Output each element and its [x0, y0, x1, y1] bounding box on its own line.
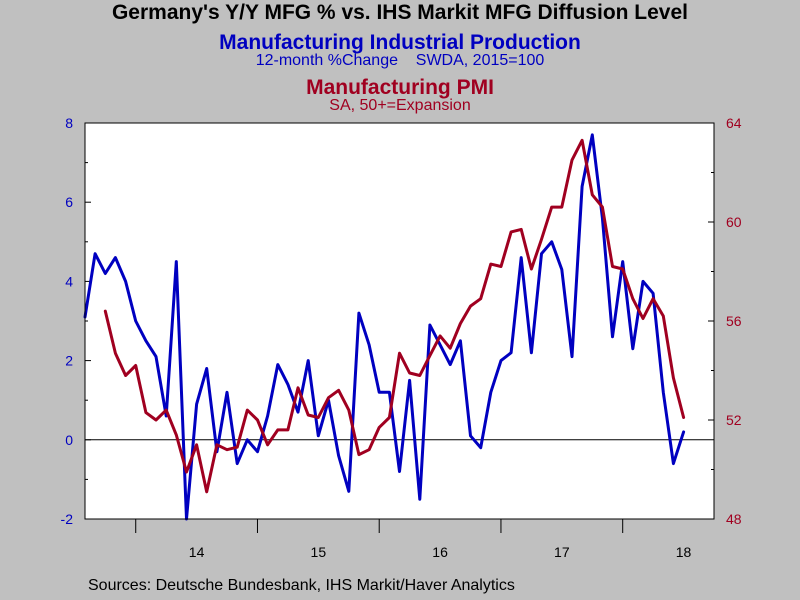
- y-right-tick-label: 64: [726, 115, 742, 131]
- y-left-tick-label: -2: [61, 511, 74, 527]
- y-left-tick-label: 6: [65, 194, 73, 210]
- y-left-tick-label: 2: [65, 353, 73, 369]
- y-left-tick-label: 0: [65, 432, 73, 448]
- series-line-2: [103, 138, 686, 494]
- chart-title: Germany's Y/Y MFG % vs. IHS Markit MFG D…: [111, 1, 689, 24]
- plot-border: [84, 122, 715, 520]
- y-left-tick-label: 4: [65, 273, 73, 289]
- x-tick-label: 16: [432, 544, 448, 560]
- series-1-title: Manufacturing Industrial Production: [219, 31, 581, 54]
- x-tick-label: 17: [554, 544, 570, 560]
- y-right-tick-label: 60: [726, 214, 742, 230]
- x-tick-label: 14: [189, 544, 205, 560]
- series-lines: [83, 133, 686, 521]
- x-tick-label: 15: [311, 544, 327, 560]
- series-line-1: [83, 133, 686, 521]
- series-1-subtitle: 12-month %Change SWDA, 2015=100: [255, 52, 545, 69]
- y-right-tick-label: 52: [726, 412, 742, 428]
- y-right-tick-label: 56: [726, 313, 742, 329]
- source-note: Sources: Deutsche Bundesbank, IHS Markit…: [88, 577, 515, 594]
- x-tick-label: 18: [676, 544, 692, 560]
- axes: -2 0 2 4 6 8 48 52 56 60 64 14 15 16 17 18: [61, 115, 742, 560]
- y-left-tick-label: 8: [65, 115, 73, 131]
- series-2-subtitle: SA, 50+=Expansion: [329, 97, 471, 114]
- y-right-tick-label: 48: [726, 511, 742, 527]
- series-2-title: Manufacturing PMI: [306, 76, 494, 99]
- plot-area: [85, 123, 714, 519]
